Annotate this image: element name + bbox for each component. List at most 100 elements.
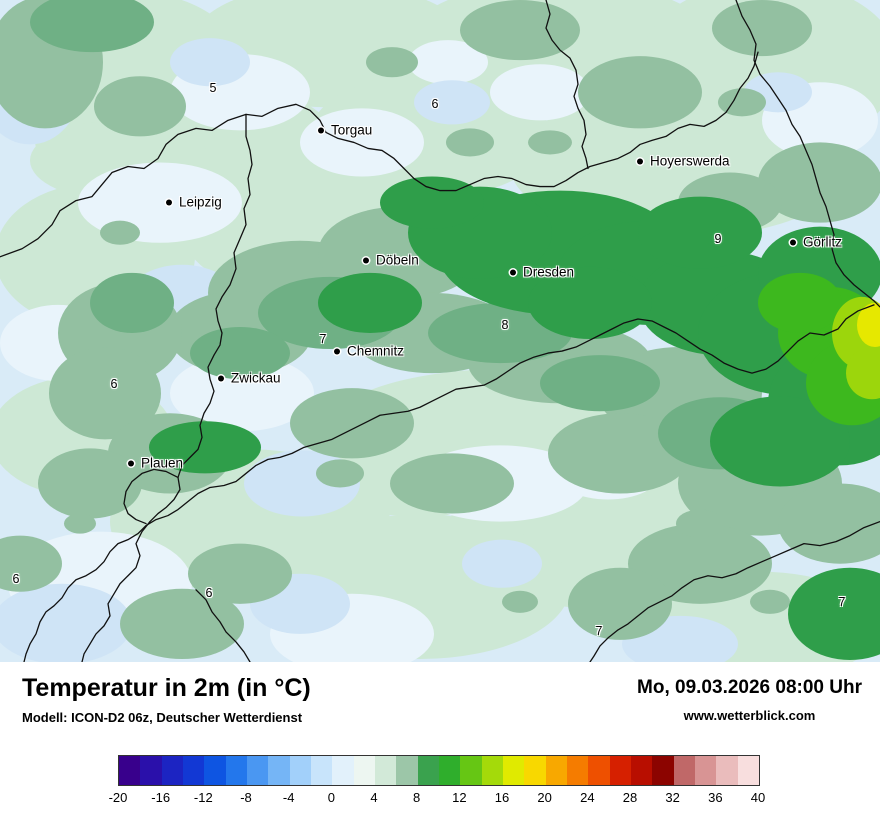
legend-color-block — [524, 755, 546, 785]
legend-tick-label: -12 — [193, 789, 213, 805]
legend-tick-label: 0 — [327, 789, 335, 805]
legend-tick-label: 24 — [580, 789, 595, 805]
legend-tick-label: -8 — [240, 789, 252, 805]
dark-green-layer — [149, 176, 880, 660]
legend-tick-label: -20 — [108, 789, 128, 805]
city-dot — [218, 375, 224, 381]
city-dot — [128, 460, 134, 466]
legend-tick-label: 8 — [413, 789, 421, 805]
legend-color-block — [332, 755, 354, 785]
legend-color-block — [737, 755, 759, 785]
legend-color-block — [673, 755, 695, 785]
city-dot — [363, 257, 369, 263]
temperature-reading: 7 — [319, 332, 327, 346]
legend-color-block — [630, 755, 653, 785]
legend-color-block — [310, 755, 333, 785]
legend-tick-label: 4 — [370, 789, 378, 805]
city-dot — [637, 158, 643, 164]
city-label: Zwickau — [231, 370, 281, 386]
admin-borders — [0, 0, 880, 662]
city-marker-doebeln: Döbeln — [363, 253, 419, 268]
date-block: Mo, 09.03.2026 08:00 Uhr www.wetterblick… — [637, 674, 862, 723]
legend-color-block — [182, 755, 205, 785]
city-label: Plauen — [141, 455, 184, 471]
city-dot — [334, 348, 340, 354]
legend-tick-label: 16 — [494, 789, 510, 805]
city-label: Leipzig — [179, 194, 222, 210]
legend-color-block — [374, 755, 397, 785]
legend-tick-label: -16 — [151, 789, 171, 805]
city-label: Döbeln — [376, 252, 419, 268]
city-label: Görlitz — [803, 234, 843, 250]
temperature-map: Torgau Hoyerswerda Leipzig Döbeln Dresde… — [0, 0, 880, 662]
city-marker-leipzig: Leipzig — [166, 195, 222, 210]
city-dot — [790, 239, 796, 245]
legend-color-block — [140, 755, 162, 785]
city-marker-goerlitz: Görlitz — [790, 235, 842, 250]
temperature-reading: 5 — [209, 81, 217, 95]
city-marker-zwickau: Zwickau — [218, 371, 281, 386]
city-marker-dresden: Dresden — [510, 265, 574, 280]
legend-color-block — [417, 755, 439, 785]
temperature-reading: 6 — [205, 586, 213, 600]
legend-color-block — [502, 755, 525, 785]
temperature-reading: 8 — [501, 318, 509, 332]
city-marker-torgau: Torgau — [318, 123, 372, 138]
datetime: Mo, 09.03.2026 08:00 Uhr — [637, 677, 862, 698]
title-block: Temperatur in 2m (in °C) Modell: ICON-D2… — [22, 674, 311, 725]
legend-tick-label: 20 — [537, 789, 552, 805]
website: www.wetterblick.com — [683, 708, 816, 723]
legend-color-block — [204, 755, 226, 785]
city-marker-plauen: Plauen — [128, 456, 183, 471]
legend-color-block — [652, 755, 674, 785]
legend-color-block — [609, 755, 631, 785]
legend-color-block — [716, 755, 738, 785]
legend-tick-label: 32 — [665, 789, 680, 805]
temperature-reading: 7 — [838, 595, 846, 609]
legend-tick-label: 36 — [708, 789, 723, 805]
city-marker-hoyerswerda: Hoyerswerda — [637, 154, 730, 169]
temperature-map-svg — [0, 0, 880, 662]
city-label: Torgau — [331, 122, 373, 138]
temperature-legend: -20 -16 -12 -8 -4 0 4 8 12 16 20 24 28 32 36 40 — [109, 754, 766, 810]
legend-color-block — [396, 755, 418, 785]
yellow-layer — [857, 302, 880, 348]
legend-color-block — [438, 755, 461, 785]
legend-color-block — [545, 755, 567, 785]
legend-bar — [118, 754, 760, 786]
legend-color-block — [289, 755, 311, 785]
city-dot — [318, 127, 324, 133]
map-overlay: Torgau Hoyerswerda Leipzig Döbeln Dresde… — [12, 81, 846, 638]
legend-color-block — [460, 755, 482, 785]
city-label: Dresden — [523, 264, 575, 280]
temperature-reading: 6 — [431, 97, 439, 111]
city-dot — [166, 199, 172, 205]
temperature-reading: 6 — [110, 377, 118, 391]
model-info: Modell: ICON-D2 06z, Deutscher Wetterdie… — [22, 709, 303, 725]
legend-color-block — [353, 755, 375, 785]
legend-ticks: -20 -16 -12 -8 -4 0 4 8 12 16 20 24 28 32 36 40 — [109, 789, 766, 810]
legend-color-block — [481, 755, 503, 785]
legend-tick-label: 28 — [622, 789, 638, 805]
page-title: Temperatur in 2m (in °C) — [22, 674, 311, 702]
city-label: Hoyerswerda — [650, 153, 730, 169]
temperature-reading: 7 — [595, 624, 603, 638]
legend-color-block — [246, 755, 269, 785]
temperature-reading: 9 — [714, 232, 722, 246]
city-marker-chemnitz: Chemnitz — [334, 344, 404, 359]
legend-tick-label: -4 — [282, 789, 295, 805]
legend-color-block — [694, 755, 717, 785]
legend-tick-label: 12 — [452, 789, 467, 805]
temperature-reading: 6 — [12, 572, 20, 586]
info-panel: Temperatur in 2m (in °C) Modell: ICON-D2… — [0, 662, 880, 830]
legend-color-block — [161, 755, 183, 785]
legend-color-block — [268, 755, 290, 785]
legend-color-block — [588, 755, 610, 785]
city-dot — [510, 269, 516, 275]
legend-color-block — [225, 755, 247, 785]
legend-color-block — [119, 755, 141, 785]
city-label: Chemnitz — [347, 343, 405, 359]
legend-color-block — [566, 755, 589, 785]
legend-tick-label: 40 — [750, 789, 766, 805]
